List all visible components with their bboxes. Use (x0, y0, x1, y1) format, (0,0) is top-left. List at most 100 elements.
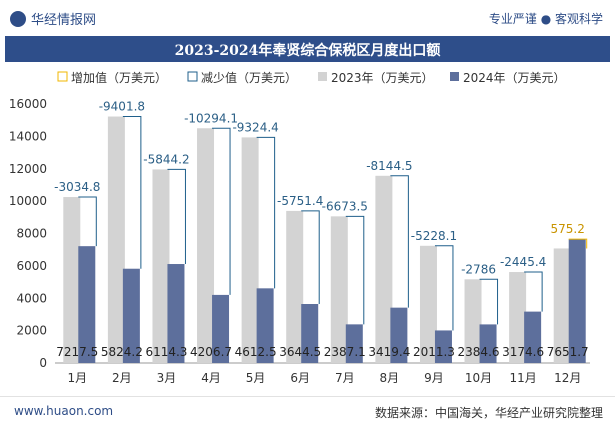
change-label-7: -6673.5 (322, 199, 368, 213)
chart-title: 2023-2024年奉贤综合保税区月度出口额 (174, 43, 441, 59)
x-tick-label-1: 1月 (67, 371, 87, 385)
change-bracket-3 (167, 168, 186, 265)
value-label-2024-8: 3419.4 (368, 345, 410, 359)
change-bracket-11 (524, 271, 543, 312)
bar-2024-12 (568, 239, 586, 363)
x-tick-label-2: 2月 (112, 371, 132, 385)
top-header: 华经情报网 专业严谨 ● 客观科学 (0, 0, 615, 36)
y-tick-label-8: 16000 (9, 97, 47, 111)
legend-swatch-2 (187, 71, 198, 82)
y-tick-label-7: 14000 (9, 129, 47, 143)
legend-label-4: 2024年（万美元） (463, 71, 566, 85)
bar-2024-10 (479, 324, 497, 363)
bar-2024-9 (434, 330, 452, 363)
x-tick-label-5: 5月 (246, 371, 266, 385)
change-label-3: -5844.2 (143, 152, 189, 166)
value-label-2024-3: 6114.3 (145, 345, 187, 359)
x-tick-label-6: 6月 (290, 371, 310, 385)
bar-2023-8 (375, 175, 393, 363)
x-tick-label-7: 7月 (335, 371, 355, 385)
change-bracket-1 (78, 196, 97, 247)
footer: www.huaon.com 数据来源：中国海关，华经产业研究院整理 (0, 396, 615, 428)
legend-swatch-1 (57, 71, 68, 82)
change-label-6: -5751.4 (277, 194, 323, 208)
y-tick-label-2: 4000 (16, 291, 47, 305)
change-bracket-9 (434, 245, 454, 331)
bar-2023-3 (152, 169, 170, 363)
y-tick-label-6: 12000 (9, 162, 47, 176)
bar-2024-5 (256, 288, 274, 363)
change-label-8: -8144.5 (366, 159, 412, 173)
bar-2024-4 (212, 294, 230, 363)
bar-2024-8 (390, 307, 408, 363)
y-tick-label-4: 8000 (16, 227, 47, 241)
brand-mark-icon (10, 11, 26, 27)
change-label-2: -9401.8 (99, 100, 145, 114)
change-bracket-8 (390, 175, 409, 308)
bar-2023-11 (509, 272, 527, 363)
change-bracket-4 (212, 127, 231, 295)
bar-2023-1 (63, 197, 81, 363)
brand-logo: 华经情报网 (10, 9, 96, 28)
legend-label-3: 2023年（万美元） (331, 71, 434, 85)
bar-2024-7 (345, 324, 363, 363)
change-bracket-10 (479, 278, 499, 325)
y-tick-label-5: 10000 (9, 194, 47, 208)
bar-2024-1 (78, 246, 96, 363)
change-label-1: -3034.8 (54, 180, 100, 194)
value-label-2024-2: 5824.2 (101, 345, 143, 359)
x-tick-label-12: 12月 (554, 371, 581, 385)
bar-2023-2 (107, 116, 125, 363)
change-label-5: -9324.4 (232, 120, 278, 134)
value-label-2024-6: 3644.5 (279, 345, 321, 359)
chart-area: 0 2000 4000 6000 8000 10000 12000 14000 16000 -30… (9, 70, 590, 385)
value-label-2024-7: 2387.1 (324, 345, 366, 359)
bar-2023-6 (286, 210, 304, 363)
change-bracket-2 (122, 116, 142, 269)
tagline: 专业严谨 ● 客观科学 (488, 12, 603, 26)
y-tick-label-1: 2000 (16, 324, 47, 338)
change-bracket-7 (345, 215, 365, 325)
data-source: 数据来源：中国海关，华经产业研究院整理 (374, 406, 603, 420)
title-bar: 2023-2024年奉贤综合保税区月度出口额 (5, 36, 610, 62)
footer-url: www.huaon.com (14, 404, 114, 418)
bar-2023-5 (241, 137, 259, 363)
value-label-2024-12: 7651.7 (547, 345, 589, 359)
y-tick-label-3: 6000 (16, 259, 47, 273)
bar-2023-4 (197, 128, 215, 363)
change-bracket-6 (301, 210, 320, 305)
bar-2024-3 (167, 264, 185, 363)
bar-2023-12 (553, 248, 571, 363)
value-label-2024-1: 7217.5 (56, 345, 98, 359)
bar-2023-9 (419, 245, 437, 363)
bar-2023-10 (464, 279, 482, 363)
bar-2023-7 (330, 216, 348, 363)
x-tick-label-3: 3月 (157, 371, 177, 385)
legend-label-2: 减少值（万美元） (201, 70, 297, 85)
change-label-4: -10294.1 (184, 111, 238, 125)
bar-2024-2 (122, 268, 140, 363)
legend-swatch-3 (318, 72, 327, 81)
value-label-2024-10: 2384.6 (458, 345, 500, 359)
y-tick-label-0: 0 (39, 356, 47, 370)
x-tick-label-9: 9月 (424, 371, 444, 385)
value-label-2024-11: 3174.6 (502, 345, 544, 359)
x-tick-label-11: 11月 (509, 371, 536, 385)
change-label-11: -2445.4 (500, 255, 546, 269)
x-tick-label-10: 10月 (465, 371, 492, 385)
x-tick-label-8: 8月 (380, 371, 400, 385)
x-tick-label-4: 4月 (201, 371, 221, 385)
change-bracket-5 (256, 136, 276, 289)
value-label-2024-4: 4206.7 (190, 345, 232, 359)
legend-swatch-4 (450, 72, 459, 81)
brand-name: 华经情报网 (31, 13, 97, 28)
change-label-12: 575.2 (551, 222, 585, 236)
value-label-2024-9: 2011.3 (413, 345, 455, 359)
bar-2024-11 (524, 311, 542, 363)
value-label-2024-5: 4612.5 (235, 345, 277, 359)
legend-label-1: 增加值（万美元） (71, 70, 167, 85)
change-bracket-12 (568, 238, 588, 249)
bar-2024-6 (301, 304, 319, 363)
change-label-10: -2786 (461, 262, 496, 276)
change-label-9: -5228.1 (411, 229, 457, 243)
